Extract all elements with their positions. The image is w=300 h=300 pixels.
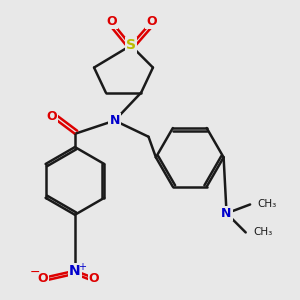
Text: O: O	[46, 110, 57, 123]
Text: S: S	[126, 38, 136, 52]
Text: CH₃: CH₃	[257, 200, 277, 209]
Text: O: O	[146, 15, 157, 28]
Text: N: N	[221, 207, 232, 220]
Text: O: O	[89, 272, 99, 285]
Text: N: N	[110, 114, 120, 127]
Text: N: N	[69, 264, 81, 278]
Text: −: −	[30, 266, 40, 279]
Text: O: O	[37, 272, 48, 285]
Text: +: +	[78, 262, 86, 272]
Text: CH₃: CH₃	[253, 227, 272, 237]
Text: O: O	[106, 15, 117, 28]
